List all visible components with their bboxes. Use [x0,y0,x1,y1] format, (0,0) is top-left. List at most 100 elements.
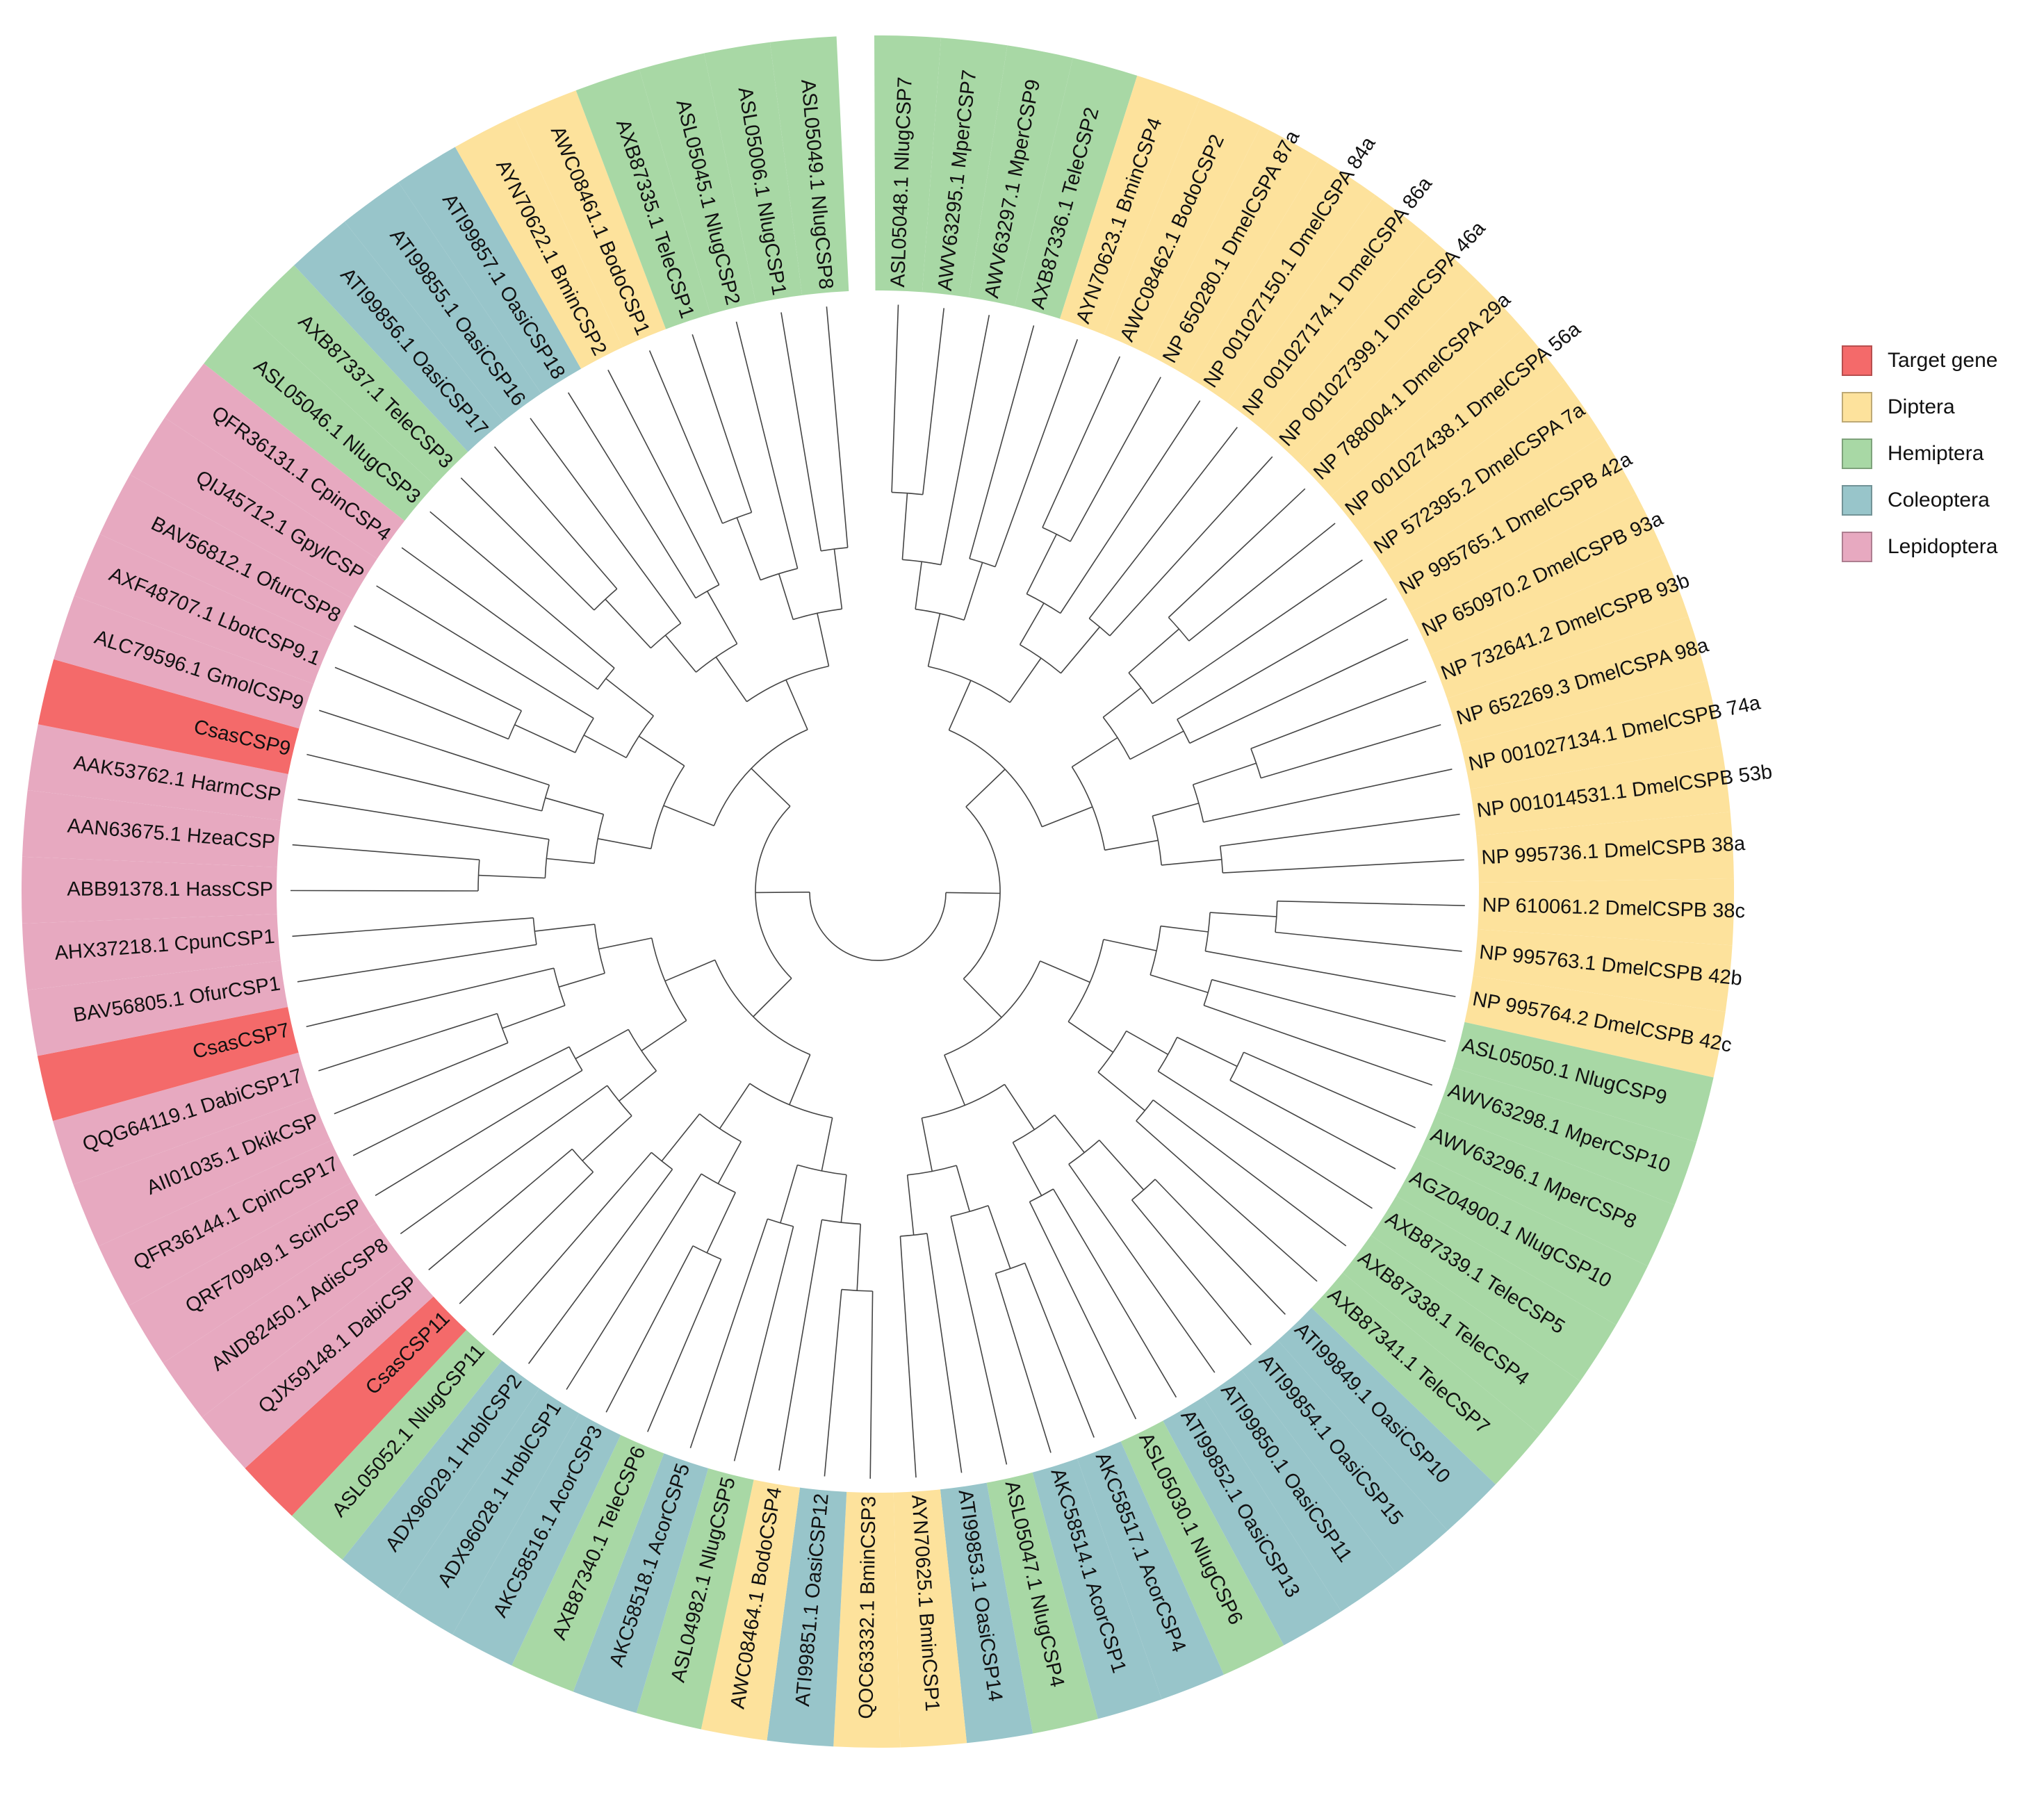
legend-swatch [1842,392,1872,423]
branch [965,769,1006,807]
branch-arc [1192,784,1204,823]
branch-arc [1029,1188,1054,1203]
branch-arc [1088,618,1111,637]
branch [1042,356,1121,528]
branch [1168,488,1306,618]
branch [869,1290,874,1479]
branch-arc [821,1219,861,1225]
branch [1275,931,1462,952]
branch [715,657,748,703]
branch [605,1245,694,1413]
branch-arc [651,765,685,849]
branch [817,613,830,666]
branch [778,573,794,620]
branch [753,978,792,1017]
branch [1203,1005,1433,1086]
branch [1161,859,1222,866]
branch [1222,859,1464,874]
branch-arc [922,1083,1005,1119]
branch [607,370,720,585]
branch [995,1273,1052,1453]
branch [375,1069,583,1197]
branch-arc [1150,926,1161,976]
branch-arc [597,667,615,690]
legend-label: Coleoptera [1888,489,1990,511]
branch-arc [1013,1114,1055,1143]
branch [664,634,697,673]
branch [605,598,651,649]
branch-arc [1067,939,1104,1022]
branch [534,924,595,932]
branch [689,1218,769,1449]
branch [956,1165,970,1212]
branch [1102,687,1142,718]
branch-arc [1026,593,1061,614]
branch-arc [1275,901,1278,933]
branch-arc [1068,1140,1100,1165]
branch [297,798,550,840]
branch-arc [792,608,842,621]
legend-swatch [1842,438,1872,469]
branch-arc [1071,766,1106,851]
branch-arc [701,1173,736,1193]
branch [318,1013,498,1072]
branch-arc [809,892,947,961]
branch [1109,456,1273,637]
branch [401,547,598,690]
branch [663,805,714,827]
tip-label: QOC63332.1 BminCSP3 [855,1496,880,1719]
branch [733,1226,794,1461]
branch [306,753,542,812]
tip-label: ABB91378.1 HassCSP [67,878,273,901]
branch [780,1165,799,1224]
branch [963,978,1002,1018]
branch [1177,1036,1238,1067]
branch [1152,559,1363,705]
branch [493,446,618,589]
branch [901,493,908,560]
branch [334,666,509,740]
legend-label: Hemiptera [1888,442,1984,465]
branch [707,591,738,644]
branch-arc [915,608,965,621]
branch [751,768,791,807]
branch [292,917,534,937]
branch [755,892,810,894]
branch [1160,925,1209,933]
branch [1152,1099,1347,1247]
branch-arc [544,839,550,878]
branch-arc [760,568,798,581]
branch-arc [722,511,752,524]
branch-arc [821,547,848,552]
branch-arc [1204,912,1211,951]
branch [664,959,716,982]
branch [915,561,922,609]
branch [460,477,595,611]
branch-arc [594,924,605,974]
branch-arc [477,860,480,892]
branch [1261,724,1441,779]
branch-arc [1097,1031,1127,1073]
branch [1042,806,1093,828]
branch [1129,730,1184,760]
branch-arc [625,715,654,758]
branch [292,844,480,860]
branch [1099,1140,1145,1190]
branch [1243,1051,1416,1129]
branch [400,1085,608,1235]
branch [1203,769,1453,823]
branch-arc [1177,719,1191,744]
branch [1128,628,1179,673]
branch [1157,1070,1373,1209]
branch [1189,639,1409,744]
branch [927,613,941,667]
branch [459,1172,594,1304]
branch-arc [1219,846,1224,874]
branch-arc [1152,815,1162,865]
branch [988,1205,1011,1269]
branch [354,625,522,712]
branch [950,1216,1008,1465]
branch [1052,1188,1177,1398]
legend-item-lepidoptera: Lepidoptera [1842,532,1997,562]
branch-arc [963,806,1001,980]
